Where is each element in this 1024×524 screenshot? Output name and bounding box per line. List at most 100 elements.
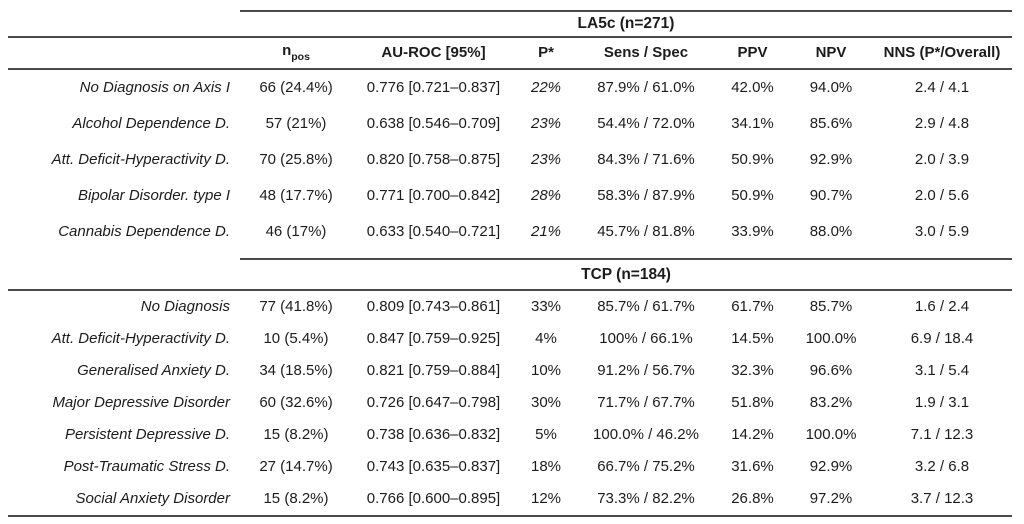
sens-spec-value: 85.7% / 61.7% (597, 297, 695, 315)
prevalence-value: 5% (535, 425, 557, 443)
column-header-row: npos AU-ROC [95%] P* Sens / Spec PPV NPV… (8, 36, 1012, 70)
table-row: Att. Deficit-Hyperactivity D. 10 (5.4%) … (8, 323, 1012, 355)
row-label: No Diagnosis on Axis I (79, 78, 230, 96)
npos-value: 27 (14.7%) (259, 457, 333, 475)
npv-value: 97.2% (809, 489, 853, 507)
row-label: No Diagnosis (140, 297, 230, 315)
sens-spec-value: 45.7% / 81.8% (597, 222, 695, 240)
npv-value: 90.7% (809, 186, 853, 204)
npos-value: 60 (32.6%) (259, 393, 333, 411)
auroc-value: 0.638 [0.546–0.709] (366, 114, 501, 132)
top-rule (240, 10, 1012, 12)
sens-spec-value: 84.3% / 71.6% (597, 150, 695, 168)
nns-value: 2.0 / 3.9 (914, 150, 970, 168)
npos-value: 48 (17.7%) (259, 186, 333, 204)
sens-spec-value: 54.4% / 72.0% (597, 114, 695, 132)
prevalence-value: 23% (530, 114, 562, 132)
npv-value: 85.6% (809, 114, 853, 132)
npos-value: 66 (24.4%) (259, 78, 333, 96)
npv-value: 83.2% (809, 393, 853, 411)
row-label: Major Depressive Disorder (52, 393, 230, 411)
auroc-value: 0.726 [0.647–0.798] (366, 393, 501, 411)
row-label: Alcohol Dependence D. (72, 114, 230, 132)
prevalence-value: 28% (530, 186, 562, 204)
auroc-value: 0.771 [0.700–0.842] (366, 186, 501, 204)
row-label: Persistent Depressive D. (64, 425, 230, 443)
ppv-value: 33.9% (731, 222, 774, 240)
npv-value: 88.0% (809, 222, 853, 240)
section-gap (8, 250, 1012, 258)
ppv-value: 14.2% (731, 425, 774, 443)
col-header-npos: npos (240, 42, 352, 64)
nns-value: 2.4 / 4.1 (914, 78, 970, 96)
table-row: Bipolar Disorder. type I 48 (17.7%) 0.77… (8, 178, 1012, 214)
col-header-npv: NPV (815, 43, 847, 61)
sens-spec-value: 91.2% / 56.7% (597, 361, 695, 379)
row-label: Bipolar Disorder. type I (77, 186, 230, 204)
row-label: Generalised Anxiety D. (77, 361, 230, 379)
col-header-nns: NNS (P*/Overall) (883, 43, 1001, 61)
auroc-value: 0.847 [0.759–0.925] (366, 329, 501, 347)
auroc-value: 0.809 [0.743–0.861] (366, 297, 501, 315)
section-tcp-rows: No Diagnosis 77 (41.8%) 0.809 [0.743–0.8… (8, 289, 1012, 515)
sens-spec-value: 87.9% / 61.0% (597, 78, 695, 96)
ppv-value: 42.0% (731, 78, 774, 96)
npos-value: 57 (21%) (265, 114, 327, 132)
prevalence-value: 10% (530, 361, 562, 379)
ppv-value: 50.9% (731, 186, 774, 204)
npv-value: 96.6% (809, 361, 853, 379)
npos-value: 34 (18.5%) (259, 361, 333, 379)
table-row: No Diagnosis 77 (41.8%) 0.809 [0.743–0.8… (8, 291, 1012, 323)
table-row: Alcohol Dependence D. 57 (21%) 0.638 [0.… (8, 106, 1012, 142)
nns-value: 1.9 / 3.1 (914, 393, 970, 411)
row-label: Att. Deficit-Hyperactivity D. (51, 150, 230, 168)
col-header-ppv: PPV (737, 43, 768, 61)
prevalence-value: 23% (530, 150, 562, 168)
npos-value: 15 (8.2%) (263, 425, 329, 443)
prevalence-value: 18% (530, 457, 562, 475)
prevalence-value: 12% (530, 489, 562, 507)
section-la5c-rows: No Diagnosis on Axis I 66 (24.4%) 0.776 … (8, 70, 1012, 250)
npos-value: 70 (25.8%) (259, 150, 333, 168)
npv-value: 100.0% (805, 329, 857, 347)
npos-value: 46 (17%) (265, 222, 327, 240)
row-label: Cannabis Dependence D. (58, 222, 230, 240)
npos-value: 77 (41.8%) (259, 297, 333, 315)
table-row: Major Depressive Disorder 60 (32.6%) 0.7… (8, 387, 1012, 419)
sens-spec-value: 100% / 66.1% (599, 329, 693, 347)
sens-spec-value: 100.0% / 46.2% (593, 425, 699, 443)
npos-subscript: pos (291, 51, 310, 64)
npos-value: 10 (5.4%) (263, 329, 329, 347)
auroc-value: 0.820 [0.758–0.875] (366, 150, 501, 168)
auroc-value: 0.633 [0.540–0.721] (366, 222, 501, 240)
row-label: Post-Traumatic Stress D. (63, 457, 230, 475)
ppv-value: 51.8% (731, 393, 774, 411)
table-row: Social Anxiety Disorder 15 (8.2%) 0.766 … (8, 483, 1012, 515)
col-header-prevalence: P* (538, 43, 554, 61)
ppv-value: 32.3% (731, 361, 774, 379)
auroc-value: 0.821 [0.759–0.884] (366, 361, 501, 379)
npv-value: 94.0% (809, 78, 853, 96)
prevalence-value: 21% (530, 222, 562, 240)
col-header-auroc: AU-ROC [95%] (381, 43, 486, 61)
npv-value: 92.9% (809, 150, 853, 168)
table-row: Post-Traumatic Stress D. 27 (14.7%) 0.74… (8, 451, 1012, 483)
tcp-top-rule (240, 258, 1012, 260)
sens-spec-value: 58.3% / 87.9% (597, 186, 695, 204)
auroc-value: 0.776 [0.721–0.837] (366, 78, 501, 96)
npos-main: n (282, 42, 292, 60)
sens-spec-value: 71.7% / 67.7% (597, 393, 695, 411)
ppv-value: 14.5% (731, 329, 774, 347)
npv-value: 100.0% (805, 425, 857, 443)
npv-value: 92.9% (809, 457, 853, 475)
nns-value: 7.1 / 12.3 (910, 425, 974, 443)
bottom-rule (8, 515, 1012, 517)
nns-value: 2.0 / 5.6 (914, 186, 970, 204)
prevalence-value: 22% (530, 78, 562, 96)
section-title-tcp: TCP (n=184) (581, 265, 671, 283)
sens-spec-value: 66.7% / 75.2% (597, 457, 695, 475)
prevalence-value: 33% (530, 297, 562, 315)
table-row: Generalised Anxiety D. 34 (18.5%) 0.821 … (8, 355, 1012, 387)
ppv-value: 26.8% (731, 489, 774, 507)
